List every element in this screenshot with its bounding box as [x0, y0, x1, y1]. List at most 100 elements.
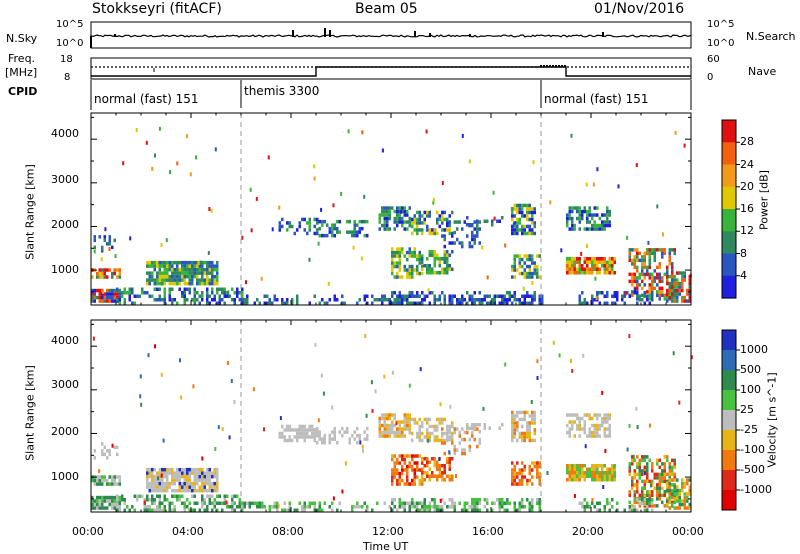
p-cell — [391, 268, 394, 272]
p-cell — [648, 276, 651, 280]
p-cell — [646, 294, 649, 298]
p-cell — [621, 294, 624, 298]
p-cell — [426, 294, 429, 298]
v-cell — [328, 505, 331, 509]
p-cell — [161, 298, 164, 302]
p-cell — [116, 298, 119, 302]
velocity-colorbar-swatch — [722, 430, 736, 451]
p-cell — [651, 279, 654, 284]
v-cell — [116, 502, 119, 507]
v-cell — [678, 488, 681, 493]
v-cell — [636, 486, 639, 491]
v-cell — [488, 426, 491, 430]
v-speck — [482, 406, 485, 411]
p-cell — [178, 287, 181, 291]
v-cell — [473, 426, 476, 430]
p-cell — [411, 294, 414, 298]
v-cell — [526, 431, 529, 436]
p-cell — [173, 278, 176, 282]
v-cell — [281, 508, 284, 512]
v-cell — [411, 438, 414, 443]
v-cell — [421, 424, 424, 429]
p-cell — [448, 264, 451, 268]
p-cell — [216, 264, 219, 268]
v-cell — [98, 506, 101, 510]
v-cell — [298, 424, 301, 429]
v-cell — [163, 467, 166, 472]
v-cell — [521, 461, 524, 465]
v-cell — [101, 499, 104, 503]
p-cell — [513, 207, 516, 211]
p-cell — [688, 285, 691, 289]
v-cell — [596, 467, 599, 471]
p-cell — [221, 291, 224, 295]
p-cell — [176, 267, 179, 272]
v-cell — [641, 472, 644, 477]
v-cell — [411, 498, 414, 502]
v-cell — [336, 508, 339, 512]
v-cell — [581, 471, 584, 475]
v-cell — [206, 471, 209, 475]
v-cell — [603, 420, 606, 424]
v-cell — [203, 498, 206, 502]
v-cell — [168, 501, 171, 505]
p-cell — [516, 228, 519, 232]
v-cell — [673, 483, 676, 487]
v-cell — [148, 498, 151, 502]
p-cell — [448, 253, 451, 257]
v-cell — [646, 508, 649, 512]
v-cell — [536, 498, 539, 502]
v-cell — [348, 437, 351, 441]
p-cell — [676, 299, 679, 303]
v-cell — [676, 488, 679, 493]
v-cell — [333, 437, 336, 441]
p-cell — [471, 244, 474, 249]
v-cell — [441, 471, 444, 475]
v-cell — [303, 435, 306, 439]
p-cell — [526, 224, 529, 229]
v-cell — [401, 434, 404, 438]
v-cell — [471, 430, 474, 435]
v-cell — [523, 431, 526, 436]
v-cell — [166, 478, 169, 482]
v-cell — [441, 427, 444, 431]
p-cell — [153, 298, 156, 302]
v-cell — [656, 483, 659, 487]
v-cell — [603, 427, 606, 431]
v-cell — [688, 478, 691, 482]
v-cell — [443, 441, 446, 445]
p-cell — [296, 301, 299, 305]
p-cell — [391, 291, 394, 295]
p-cell — [183, 291, 186, 295]
v-cell — [516, 461, 519, 465]
v-cell — [503, 501, 506, 505]
v-cell — [443, 501, 446, 505]
v-cell — [663, 465, 666, 470]
v-cell — [583, 498, 586, 502]
p-cell — [501, 294, 504, 298]
v-cell — [511, 461, 514, 465]
v-cell — [383, 423, 386, 428]
v-cell — [641, 469, 644, 473]
v-cell — [446, 460, 449, 464]
p-cell — [331, 223, 334, 227]
v-cell — [186, 471, 189, 475]
v-cell — [536, 475, 539, 479]
v-cell — [333, 426, 336, 431]
p-cell — [333, 298, 336, 302]
v-cell — [393, 461, 396, 465]
p-cell — [533, 210, 536, 215]
p-cell — [673, 288, 676, 293]
v-cell — [398, 475, 401, 479]
v-cell — [571, 464, 574, 468]
p-cell — [658, 297, 661, 301]
p-cell — [181, 294, 184, 298]
v-speck — [143, 500, 146, 505]
v-cell — [118, 478, 121, 483]
v-cell — [518, 482, 521, 486]
p-cell — [313, 217, 316, 222]
v-cell — [396, 427, 399, 431]
v-cell — [518, 471, 521, 476]
v-cell — [223, 501, 226, 505]
p-cell — [653, 276, 656, 280]
